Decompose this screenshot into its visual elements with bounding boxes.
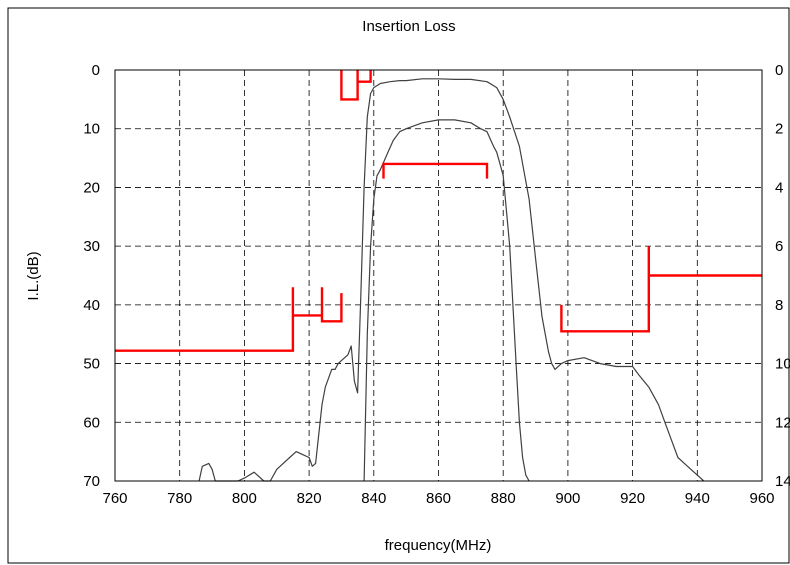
y-axis-title: I.L.(dB) (25, 251, 42, 300)
y-tick-label: 50 (83, 356, 100, 373)
x-tick-label: 940 (685, 490, 710, 507)
series-layer (198, 78, 705, 482)
chart-title: Insertion Loss (362, 18, 455, 35)
y-tick-label: 10 (83, 121, 100, 138)
y2-tick-label: 4 (775, 179, 783, 196)
x-tick-label: 920 (620, 490, 645, 507)
figure-border (7, 7, 790, 564)
x-axis-title: frequency(MHz) (385, 537, 492, 554)
x-tick-label: 880 (491, 490, 516, 507)
y-tick-label: 70 (83, 473, 100, 490)
y2-tick-label: 6 (775, 238, 783, 255)
y2-tick-label: 14 (775, 473, 790, 490)
x-tick-label: 840 (361, 490, 386, 507)
y-tick-label: 30 (83, 238, 100, 255)
x-tick-label: 760 (102, 490, 127, 507)
spec-mask-3 (382, 162, 489, 179)
spec-mask-layer (115, 70, 762, 352)
spec-mask-1 (115, 287, 343, 352)
x-tick-label: 860 (426, 490, 451, 507)
x-tick-label: 960 (749, 490, 774, 507)
y-tick-label: 20 (83, 179, 100, 196)
x-tick-label: 820 (297, 490, 322, 507)
y2-tick-label: 8 (775, 297, 783, 314)
x-tick-label: 800 (232, 490, 257, 507)
y-tick-label: 40 (83, 297, 100, 314)
series-line-1 (198, 78, 705, 482)
y2-tick-label: 10 (775, 356, 790, 373)
y-tick-label: 0 (92, 62, 100, 79)
plot-area-frame (114, 69, 763, 482)
spec-mask-2 (340, 70, 372, 101)
y-tick-label: 60 (83, 414, 100, 431)
tick-labels: 760 780 800 820 840 860 880 900 920 940 9600102030… (83, 62, 790, 507)
series-line-2 (363, 119, 530, 482)
y2-tick-label: 0 (775, 62, 783, 79)
y2-tick-label: 12 (775, 414, 790, 431)
x-tick-label: 900 (555, 490, 580, 507)
x-tick-label: 780 (167, 490, 192, 507)
y2-tick-label: 2 (775, 121, 783, 138)
spec-mask-4 (560, 246, 762, 333)
